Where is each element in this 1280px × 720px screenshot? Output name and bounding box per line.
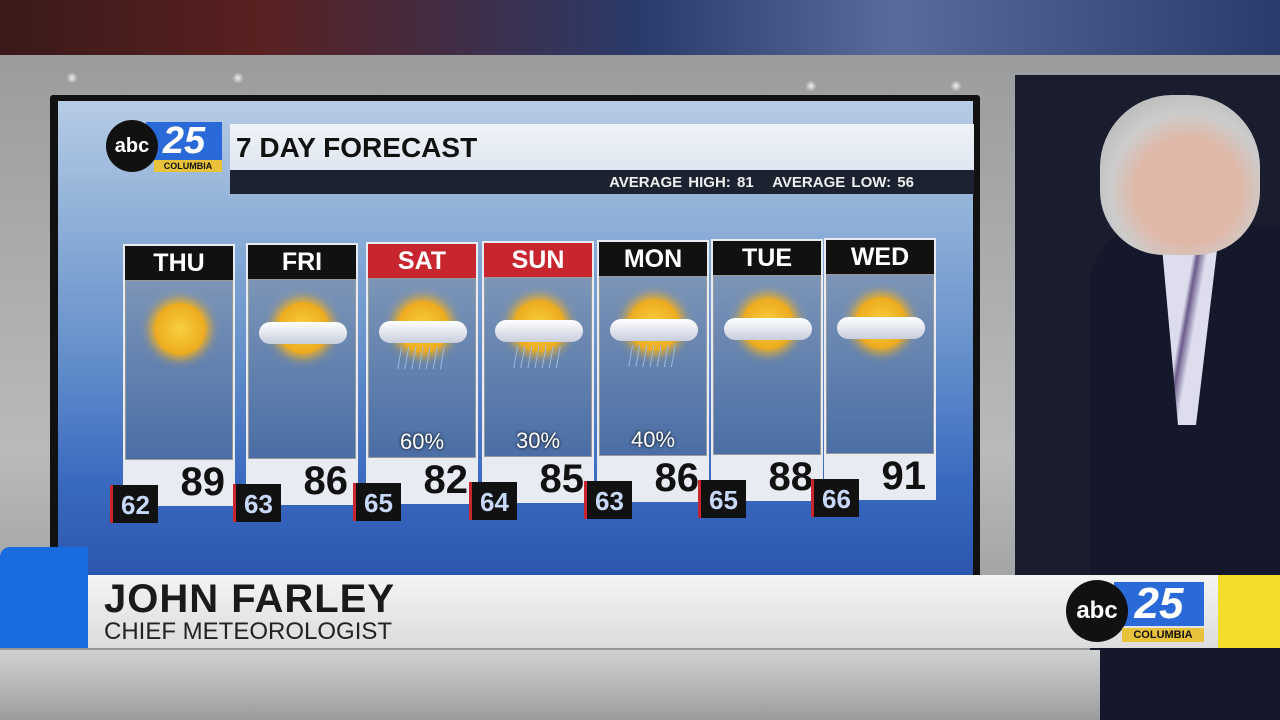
lower-third-logo: 25 abc COLUMBIA [1066,580,1206,644]
day-label: TUE [713,241,821,275]
rain-icon [395,347,445,369]
lower-third-accent [0,547,88,648]
forecast-day-tue: TUE 88 [711,239,823,501]
presenter-head [1100,95,1260,255]
forecast-day-sat: SAT 60% 82 [366,242,478,504]
cloud-icon [495,320,583,342]
cloud-icon [724,318,812,340]
precip-chance: 60% [399,429,445,454]
rain-icon [626,345,676,367]
sun-icon [154,303,206,355]
rain-icon: 60% [368,278,476,458]
low-temp: 63 [233,484,281,522]
forecast-day-thu: THU 89 [123,244,235,506]
forecast-day-mon: MON 40% 86 [597,240,709,502]
forecast-day-sun: SUN 30% 85 [482,241,594,503]
studio-background [0,0,1280,60]
bolt-icon [232,72,244,84]
precip-chance: 40% [630,427,676,452]
rain-icon [511,346,561,368]
cloud-icon [837,317,925,339]
precip-chance: 30% [515,428,561,453]
day-label: FRI [248,245,356,279]
cloud-icon [610,319,698,341]
low-temp: 65 [698,480,746,518]
lower-third-accent-yellow [1218,575,1280,648]
low-temp: 65 [353,483,401,521]
presenter-name: JOHN FARLEY [104,577,396,621]
high-temp: 88 [768,455,814,499]
rain-icon: 40% [599,276,707,456]
high-temp: 85 [539,457,585,501]
average-high: AVERAGE HIGH: 81 [609,174,754,191]
high-temp: 89 [180,460,226,504]
forecast-title: 7 DAY FORECAST [230,124,974,170]
day-label: WED [826,240,934,274]
partly-cloudy-icon [713,275,821,455]
high-temp: 91 [881,454,927,498]
high-temp: 82 [423,458,469,502]
forecast-day-fri: FRI 86 [246,243,358,505]
cloud-icon [259,322,347,344]
partly-cloudy-icon [248,279,356,459]
day-label: MON [599,242,707,276]
bolt-icon [950,80,962,92]
low-temp: 62 [110,485,158,523]
day-label: SAT [368,244,476,278]
forecast-day-wed: WED 91 [824,238,936,500]
average-low: AVERAGE LOW: 56 [772,174,914,191]
day-label: THU [125,246,233,280]
presenter-role: CHIEF METEOROLOGIST [104,618,393,645]
sunny-icon [125,280,233,460]
high-temp: 86 [303,459,349,503]
low-temp: 63 [584,481,632,519]
high-temp: 86 [654,456,700,500]
partly-cloudy-icon [826,274,934,454]
bolt-icon [66,72,78,84]
lower-third-bar [88,575,1223,648]
studio-desk [0,650,1100,720]
low-temp: 64 [469,482,517,520]
rain-icon: 30% [484,277,592,457]
bolt-icon [805,80,817,92]
averages-bar: AVERAGE HIGH: 81 AVERAGE LOW: 56 [230,170,974,194]
day-label: SUN [484,243,592,277]
low-temp: 66 [811,479,859,517]
cloud-icon [379,321,467,343]
station-logo: 25 abc COLUMBIA [106,120,224,172]
